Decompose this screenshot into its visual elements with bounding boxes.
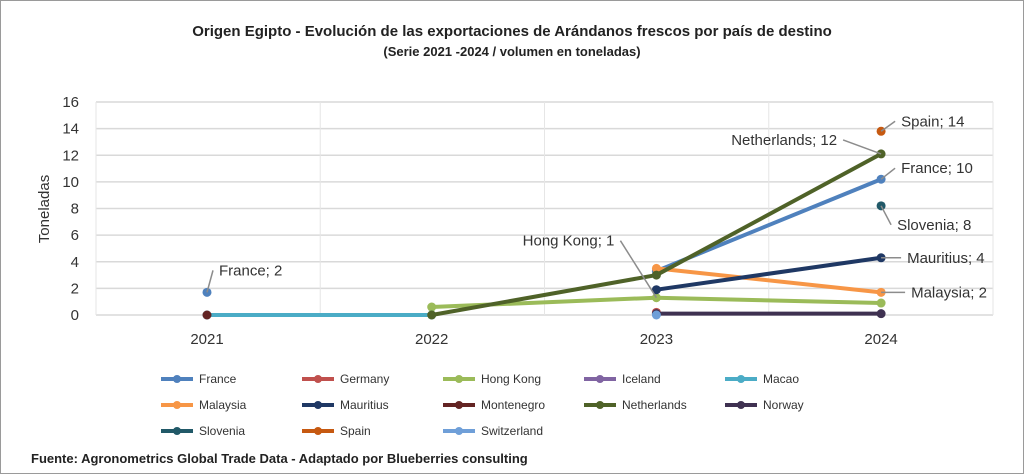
legend-marker (455, 401, 463, 409)
data-point-malaysia (651, 263, 661, 273)
legend-marker (737, 401, 745, 409)
series-line-malaysia (656, 266, 882, 295)
y-tick-label: 2 (71, 280, 79, 297)
legend-marker (596, 401, 604, 409)
y-tick-label: 14 (62, 121, 79, 138)
y-tick-label: 10 (62, 174, 79, 191)
data-point-mauritius (651, 285, 661, 295)
legend-marker (455, 375, 463, 383)
y-tick-label: 4 (71, 254, 79, 271)
legend-entry: Switzerland (481, 424, 543, 438)
data-point-montenegro (202, 310, 212, 320)
legend-entry: Germany (340, 372, 389, 386)
leader-line (880, 120, 896, 132)
legend-marker (173, 401, 181, 409)
data-point-hong-kong (876, 298, 886, 308)
data-label: Mauritius; 4 (907, 250, 985, 267)
data-point-netherlands (427, 310, 437, 320)
legend-entry: Spain (340, 424, 371, 438)
chart-title: Origen Egipto - Evolución de las exporta… (192, 23, 832, 40)
data-label: Slovenia; 8 (897, 217, 971, 234)
leader-line (842, 139, 882, 155)
x-tick-label: 2022 (415, 331, 448, 348)
source-note: Fuente: Agronometrics Global Trade Data … (31, 451, 528, 466)
legend-marker (596, 375, 604, 383)
legend-marker (455, 427, 463, 435)
data-label: Malaysia; 2 (911, 284, 987, 301)
data-label: Hong Kong; 1 (523, 233, 615, 250)
data-point-hong-kong (427, 302, 437, 312)
y-tick-label: 8 (71, 201, 79, 218)
x-tick-label: 2023 (640, 331, 673, 348)
y-tick-label: 16 (62, 94, 79, 111)
leader-line (206, 270, 214, 293)
data-point-norway (876, 309, 886, 319)
y-axis-label: Toneladas (36, 175, 53, 243)
data-label: Netherlands; 12 (731, 132, 837, 149)
legend-marker (173, 375, 181, 383)
leader-line (619, 240, 658, 299)
y-tick-label: 6 (71, 227, 79, 244)
leader-line (880, 205, 892, 226)
legend-entry: Slovenia (199, 424, 245, 438)
x-tick-label: 2021 (190, 331, 223, 348)
legend-marker (737, 375, 745, 383)
legend-entry: Norway (763, 398, 804, 412)
legend-marker (314, 401, 322, 409)
legend-entry: Malaysia (199, 398, 247, 412)
y-tick-label: 0 (71, 307, 79, 324)
data-label: France; 2 (219, 262, 282, 279)
legend-entry: Hong Kong (481, 372, 541, 386)
legend-entry: Macao (763, 372, 799, 386)
data-label: France; 10 (901, 160, 973, 177)
data-point-switzerland (651, 310, 661, 320)
legend-entry: France (199, 372, 237, 386)
y-tick-label: 12 (62, 147, 79, 164)
legend-marker (173, 427, 181, 435)
legend-marker (314, 375, 322, 383)
series-line-mauritius (656, 255, 882, 292)
legend-entry: Montenegro (481, 398, 545, 412)
legend-entry: Mauritius (340, 398, 389, 412)
data-label: Spain; 14 (901, 113, 964, 130)
data-point-netherlands (651, 270, 661, 280)
legend-entry: Netherlands (622, 398, 687, 412)
x-tick-label: 2024 (864, 331, 897, 348)
legend-marker (314, 427, 322, 435)
chart-subtitle: (Serie 2021 -2024 / volumen en toneladas… (383, 44, 640, 59)
legend-entry: Iceland (622, 372, 661, 386)
leader-line (880, 167, 896, 180)
